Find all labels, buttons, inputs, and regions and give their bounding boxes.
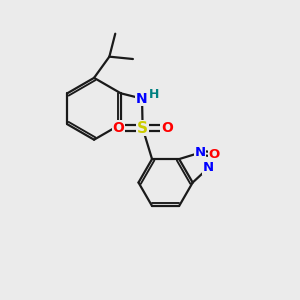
Text: O: O: [208, 148, 220, 161]
Text: S: S: [137, 121, 148, 136]
Text: O: O: [112, 121, 124, 135]
Text: H: H: [149, 88, 160, 101]
Text: N: N: [136, 92, 148, 106]
Text: N: N: [203, 161, 214, 174]
Text: O: O: [161, 121, 173, 135]
Text: N: N: [194, 146, 206, 159]
